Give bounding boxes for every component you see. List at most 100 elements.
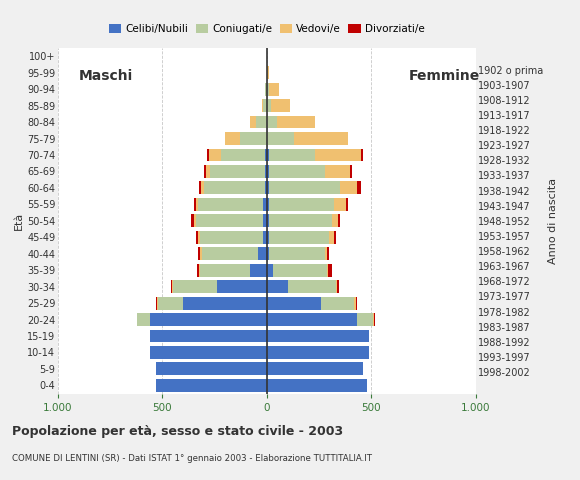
Bar bbox=[196, 231, 198, 244]
Bar bbox=[267, 148, 269, 161]
Bar bbox=[267, 346, 369, 359]
Bar bbox=[156, 362, 267, 375]
Bar bbox=[350, 165, 353, 178]
Bar bbox=[327, 247, 329, 260]
Bar bbox=[198, 198, 263, 211]
Bar bbox=[157, 297, 158, 310]
Bar bbox=[191, 215, 194, 227]
Bar bbox=[264, 165, 267, 178]
Bar bbox=[269, 198, 334, 211]
Bar bbox=[221, 148, 264, 161]
Bar bbox=[194, 215, 196, 227]
Bar bbox=[321, 297, 354, 310]
Bar bbox=[197, 264, 199, 276]
Text: Popolazione per età, sesso e stato civile - 2003: Popolazione per età, sesso e stato civil… bbox=[12, 425, 343, 438]
Bar bbox=[137, 313, 150, 326]
Bar bbox=[271, 99, 290, 112]
Bar bbox=[156, 297, 157, 310]
Bar bbox=[202, 247, 259, 260]
Text: Femmine: Femmine bbox=[409, 69, 480, 83]
Bar bbox=[150, 330, 267, 342]
Bar bbox=[204, 165, 206, 178]
Text: Maschi: Maschi bbox=[79, 69, 133, 83]
Bar bbox=[201, 181, 204, 194]
Bar bbox=[263, 231, 267, 244]
Bar bbox=[269, 231, 329, 244]
Bar bbox=[267, 132, 294, 145]
Bar bbox=[288, 280, 336, 293]
Bar bbox=[262, 99, 263, 112]
Bar bbox=[357, 313, 374, 326]
Bar bbox=[269, 148, 315, 161]
Bar bbox=[329, 231, 334, 244]
Bar bbox=[259, 247, 267, 260]
Bar bbox=[269, 83, 280, 96]
Bar bbox=[198, 247, 200, 260]
Bar bbox=[206, 165, 211, 178]
Y-axis label: Età: Età bbox=[14, 212, 24, 230]
Bar bbox=[267, 83, 269, 96]
Bar bbox=[263, 198, 267, 211]
Bar bbox=[267, 264, 273, 276]
Bar bbox=[334, 231, 336, 244]
Bar bbox=[338, 215, 340, 227]
Bar bbox=[209, 148, 221, 161]
Bar bbox=[356, 297, 357, 310]
Bar bbox=[250, 116, 256, 129]
Bar bbox=[269, 165, 325, 178]
Bar bbox=[150, 346, 267, 359]
Bar bbox=[328, 264, 332, 276]
Bar bbox=[204, 181, 264, 194]
Bar bbox=[200, 247, 202, 260]
Bar bbox=[267, 297, 321, 310]
Bar bbox=[267, 280, 288, 293]
Text: COMUNE DI LENTINI (SR) - Dati ISTAT 1° gennaio 2003 - Elaborazione TUTTITALIA.IT: COMUNE DI LENTINI (SR) - Dati ISTAT 1° g… bbox=[12, 454, 372, 463]
Bar bbox=[263, 215, 267, 227]
Bar bbox=[325, 247, 327, 260]
Bar bbox=[354, 297, 356, 310]
Bar bbox=[267, 181, 269, 194]
Bar bbox=[198, 231, 200, 244]
Bar bbox=[267, 330, 369, 342]
Bar bbox=[196, 198, 198, 211]
Bar bbox=[256, 116, 267, 129]
Bar bbox=[340, 181, 357, 194]
Bar bbox=[158, 297, 183, 310]
Bar bbox=[172, 280, 173, 293]
Bar bbox=[200, 264, 250, 276]
Bar bbox=[240, 132, 267, 145]
Bar bbox=[183, 297, 267, 310]
Bar bbox=[332, 215, 338, 227]
Bar bbox=[150, 313, 267, 326]
Bar bbox=[315, 148, 361, 161]
Bar bbox=[294, 132, 348, 145]
Bar bbox=[173, 280, 217, 293]
Bar bbox=[267, 66, 269, 79]
Bar bbox=[264, 181, 267, 194]
Bar bbox=[334, 198, 346, 211]
Bar bbox=[217, 280, 267, 293]
Bar bbox=[207, 148, 209, 161]
Bar bbox=[374, 313, 375, 326]
Bar bbox=[200, 231, 263, 244]
Bar bbox=[199, 181, 201, 194]
Bar bbox=[357, 181, 361, 194]
Bar bbox=[156, 379, 267, 392]
Bar bbox=[361, 148, 363, 161]
Bar bbox=[267, 215, 269, 227]
Bar bbox=[264, 83, 267, 96]
Bar bbox=[267, 99, 271, 112]
Bar bbox=[325, 165, 350, 178]
Bar bbox=[267, 198, 269, 211]
Bar bbox=[267, 231, 269, 244]
Bar bbox=[269, 181, 340, 194]
Bar bbox=[263, 99, 267, 112]
Bar bbox=[269, 247, 325, 260]
Bar bbox=[267, 313, 357, 326]
Bar bbox=[336, 280, 337, 293]
Bar bbox=[225, 132, 240, 145]
Bar bbox=[196, 215, 263, 227]
Bar bbox=[194, 198, 196, 211]
Bar bbox=[199, 264, 200, 276]
Bar bbox=[267, 247, 269, 260]
